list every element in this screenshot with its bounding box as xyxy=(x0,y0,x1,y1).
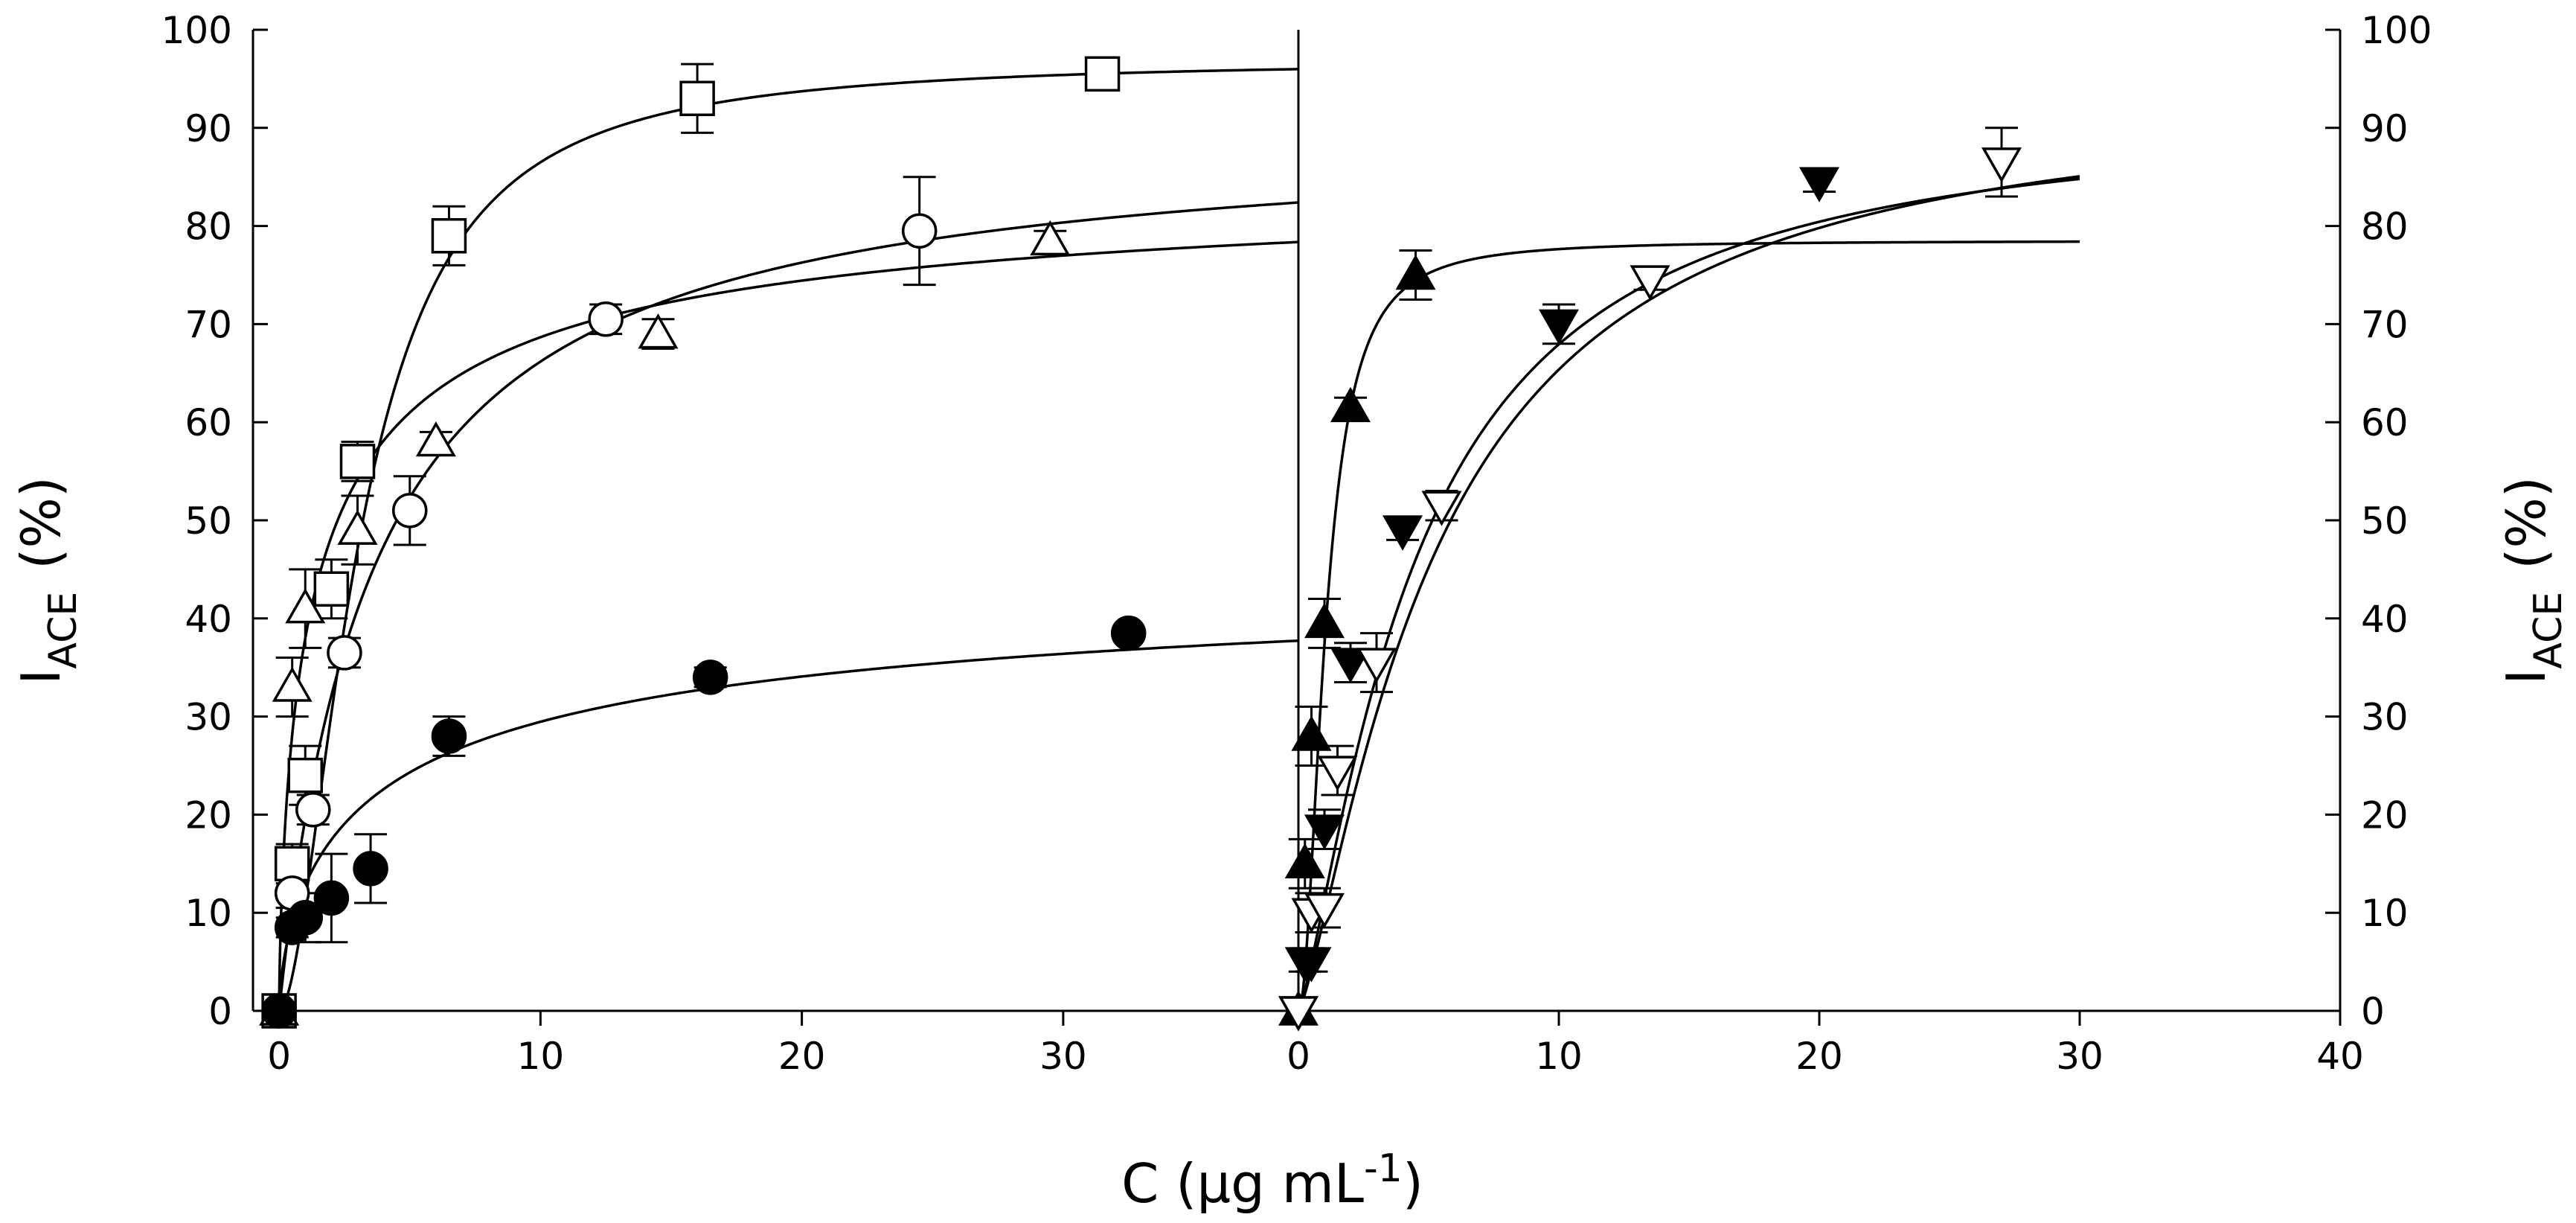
x-tick-label-right: 10 xyxy=(1535,1035,1583,1078)
y-tick-label-right: 40 xyxy=(2361,598,2409,641)
x-tick-label-left: 0 xyxy=(267,1035,291,1078)
x-tick-label-left: 20 xyxy=(778,1035,826,1078)
marker-filled-triangle-up xyxy=(1304,602,1345,639)
x-tick-label-right: 0 xyxy=(1287,1035,1310,1078)
marker-filled-circle xyxy=(353,851,388,887)
x-tick-label-left: 10 xyxy=(517,1035,565,1078)
marker-open-triangle xyxy=(1030,220,1071,256)
marker-filled-triangle-up xyxy=(1284,843,1325,879)
marker-open-triangle xyxy=(285,588,326,624)
marker-open-square xyxy=(1084,56,1121,92)
y-tick-label-left: 60 xyxy=(185,401,232,444)
marker-filled-triangle-down xyxy=(1382,515,1423,551)
marker-open-square xyxy=(679,80,715,117)
marker-open-circle xyxy=(588,301,624,337)
x-tick-label-left: 30 xyxy=(1039,1035,1087,1078)
marker-filled-triangle-down xyxy=(1538,309,1580,345)
y-tick-label-left: 90 xyxy=(185,107,232,150)
marker-filled-triangle-up xyxy=(1395,254,1436,290)
y-axis-label-right: IACE(%) xyxy=(2495,476,2571,685)
marker-open-triangle-down xyxy=(1356,648,1397,683)
fit-curve-open-triangle xyxy=(278,240,1299,1011)
fit-curve-filled-triangle-down xyxy=(1297,177,2080,1012)
y-tick-label-left: 100 xyxy=(161,9,232,52)
y-tick-label-left: 40 xyxy=(185,598,232,641)
marker-filled-triangle-up xyxy=(1291,715,1332,751)
x-axis-label: C (µg mL-1) xyxy=(1121,1146,1423,1215)
x-tick-label-right: 40 xyxy=(2316,1035,2364,1078)
marker-open-square xyxy=(339,444,376,479)
marker-filled-triangle-down xyxy=(1304,814,1345,850)
marker-open-triangle-down xyxy=(1304,892,1345,929)
y-tick-label-left: 0 xyxy=(208,990,232,1033)
y-tick-label-left: 10 xyxy=(185,892,232,935)
error-bars xyxy=(275,63,2018,973)
fit-curve-filled-circle xyxy=(278,639,1299,1011)
fit-curve-open-triangle-down xyxy=(1297,175,2080,1012)
marker-filled-circle xyxy=(1110,615,1147,651)
y-tick-label-right: 100 xyxy=(2361,9,2432,52)
marker-filled-circle xyxy=(313,880,350,916)
marker-open-square xyxy=(313,571,350,607)
marker-open-triangle xyxy=(638,313,679,349)
marker-filled-triangle-down xyxy=(1330,648,1371,683)
y-tick-label-left: 30 xyxy=(185,696,232,739)
y-tick-label-right: 10 xyxy=(2361,892,2409,935)
marker-open-square xyxy=(287,757,323,793)
y-tick-label-left: 70 xyxy=(185,303,232,346)
marker-open-triangle xyxy=(415,421,456,457)
marker-open-triangle-down xyxy=(1317,756,1358,791)
marker-open-triangle-down xyxy=(1278,996,1319,1032)
marker-open-circle xyxy=(327,635,362,671)
marker-open-triangle-down xyxy=(1421,491,1462,526)
marker-open-circle xyxy=(901,213,938,249)
y-tick-label-right: 50 xyxy=(2361,499,2409,543)
y-tick-label-right: 70 xyxy=(2361,303,2409,346)
marker-open-square xyxy=(431,218,467,254)
y-tick-label-right: 60 xyxy=(2361,401,2409,444)
fit-curve-filled-triangle-up xyxy=(1298,240,2080,1012)
x-tick-label-right: 30 xyxy=(2056,1035,2104,1078)
x-tick-label-right: 20 xyxy=(1795,1035,1843,1078)
y-tick-label-right: 0 xyxy=(2361,990,2385,1033)
y-tick-label-right: 30 xyxy=(2361,696,2409,739)
marker-open-circle xyxy=(295,792,331,828)
marker-open-triangle-down xyxy=(1981,147,2022,183)
marker-filled-triangle-down xyxy=(1798,167,1840,202)
marker-filled-circle xyxy=(431,718,467,754)
y-tick-label-right: 20 xyxy=(2361,793,2409,837)
tick-marks xyxy=(253,28,2342,1026)
marker-open-triangle xyxy=(337,509,378,545)
marker-open-circle xyxy=(392,493,428,529)
y-tick-label-left: 20 xyxy=(185,793,232,837)
data-markers xyxy=(259,56,2022,1032)
y-tick-label-left: 50 xyxy=(185,499,232,543)
fit-curve-open-circle xyxy=(278,201,1299,1012)
marker-filled-circle xyxy=(287,900,323,936)
marker-filled-triangle-up xyxy=(1330,386,1371,423)
y-axis-label-left: IACE(%) xyxy=(10,476,86,685)
marker-filled-triangle-down xyxy=(1291,947,1332,983)
fit-curves xyxy=(278,68,2080,1012)
marker-open-triangle xyxy=(272,666,313,702)
marker-open-square xyxy=(274,846,310,882)
marker-filled-circle xyxy=(692,660,728,695)
marker-open-triangle-down xyxy=(1630,265,1670,301)
marker-filled-circle xyxy=(261,993,297,1029)
fit-curve-open-square xyxy=(278,68,1299,1012)
y-tick-label-left: 80 xyxy=(185,205,232,249)
y-tick-label-right: 80 xyxy=(2361,205,2409,249)
y-tick-label-right: 90 xyxy=(2361,107,2409,150)
